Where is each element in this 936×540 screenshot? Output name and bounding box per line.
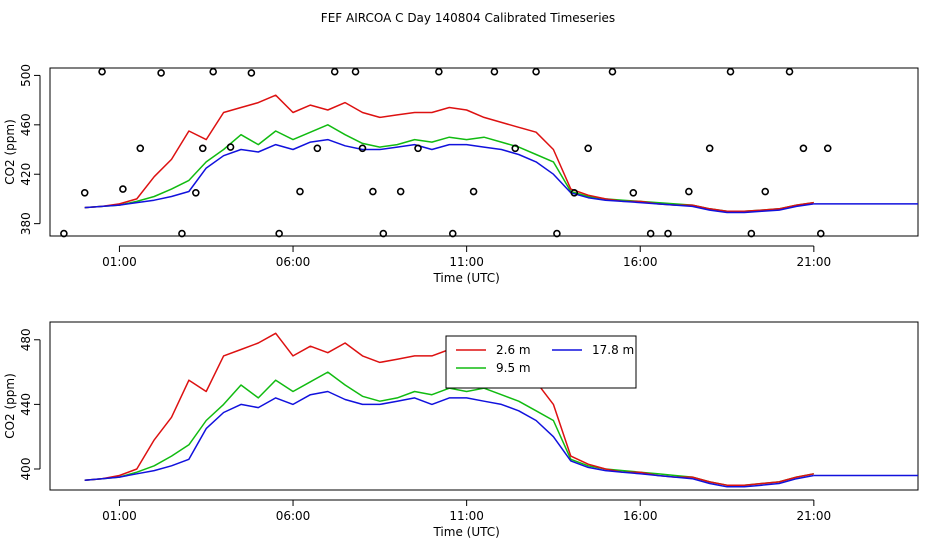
- series-line-17-8-m: [84, 390, 814, 488]
- marker-point: [358, 144, 367, 153]
- series-line-9-5-m: [84, 124, 814, 213]
- x-tick-label: 11:00: [449, 509, 484, 523]
- series-line-2-6-m: [84, 94, 814, 213]
- marker-point: [469, 187, 478, 196]
- x-tick-label: 11:00: [449, 255, 484, 269]
- marker-point: [119, 185, 127, 193]
- y-tick-label: 480: [19, 328, 33, 351]
- marker-point: [685, 187, 693, 196]
- bottom-panel: 01:00 06:00 11:00 16:00 21:00 Time (UTC) 400 44…: [3, 321, 919, 539]
- marker-point: [448, 229, 457, 238]
- legend-box: [445, 335, 637, 389]
- x-tick-label: 06:00: [276, 509, 311, 523]
- marker-point: [136, 144, 145, 153]
- marker-point: [198, 144, 207, 153]
- marker-point: [490, 67, 499, 76]
- y-axis-label: CO2 (ppm): [3, 373, 17, 439]
- x-axis-label: Time (UTC): [432, 525, 499, 539]
- y-tick-label: 400: [19, 458, 33, 481]
- marker-point: [664, 229, 672, 238]
- y-tick-label: 380: [19, 212, 33, 235]
- marker-point: [747, 229, 756, 238]
- y-axis-label: CO2 (ppm): [3, 119, 17, 185]
- x-tick-label: 16:00: [623, 509, 658, 523]
- marker-point: [209, 67, 217, 76]
- marker-point: [553, 229, 561, 238]
- marker-point: [435, 67, 443, 76]
- x-tick-label: 01:00: [102, 255, 137, 269]
- x-tick-label: 01:00: [102, 509, 137, 523]
- marker-point: [369, 187, 377, 196]
- legend: 2.6 m 17.8 m 9.5 m: [445, 335, 637, 389]
- marker-point: [98, 67, 106, 76]
- marker-point: [275, 229, 283, 238]
- x-tick-label: 21:00: [797, 509, 832, 523]
- marker-point: [511, 144, 520, 153]
- legend-label: 9.5 m: [496, 361, 531, 375]
- marker-point: [629, 188, 638, 197]
- marker-point: [761, 187, 770, 196]
- marker-point: [608, 67, 617, 76]
- marker-point: [157, 69, 165, 77]
- marker-point: [646, 229, 655, 238]
- y-tick-label: 420: [19, 163, 33, 186]
- y-tick-label: 500: [19, 64, 33, 87]
- series-line-9-5-m: [84, 371, 814, 486]
- marker-point: [705, 144, 714, 153]
- figure-title: FEF AIRCOA C Day 140804 Calibrated Times…: [321, 11, 615, 25]
- marker-point: [799, 144, 808, 153]
- marker-point: [296, 187, 304, 196]
- marker-point: [178, 229, 186, 238]
- x-tick-label: 21:00: [797, 255, 832, 269]
- marker-point: [414, 144, 422, 153]
- series-line-17-8-m: [84, 138, 814, 214]
- marker-point: [226, 143, 235, 151]
- x-tick-label: 16:00: [623, 255, 658, 269]
- marker-point: [396, 187, 405, 196]
- marker-point: [330, 67, 339, 76]
- x-axis-label: Time (UTC): [432, 271, 499, 285]
- marker-point: [192, 188, 200, 197]
- legend-label: 17.8 m: [592, 343, 634, 357]
- marker-point: [532, 67, 540, 76]
- marker-point: [785, 67, 794, 76]
- y-tick-label: 440: [19, 393, 33, 416]
- marker-point: [823, 144, 832, 153]
- marker-point: [584, 144, 592, 153]
- marker-point: [247, 69, 256, 77]
- marker-point: [379, 229, 388, 238]
- plot-frame: [49, 67, 919, 237]
- x-tick-label: 06:00: [276, 255, 311, 269]
- top-panel: 01:00 06:00 11:00 16:00 21:00 Time (UTC) 380 42…: [3, 64, 919, 285]
- y-tick-label: 460: [19, 113, 33, 136]
- legend-label: 2.6 m: [496, 343, 531, 357]
- marker-point: [313, 144, 322, 153]
- marker-point: [80, 188, 89, 197]
- marker-point: [816, 229, 825, 238]
- marker-point: [351, 67, 360, 76]
- marker-point: [570, 188, 579, 197]
- plot-frame: [49, 321, 919, 491]
- marker-point: [726, 67, 735, 76]
- marker-point: [60, 229, 68, 238]
